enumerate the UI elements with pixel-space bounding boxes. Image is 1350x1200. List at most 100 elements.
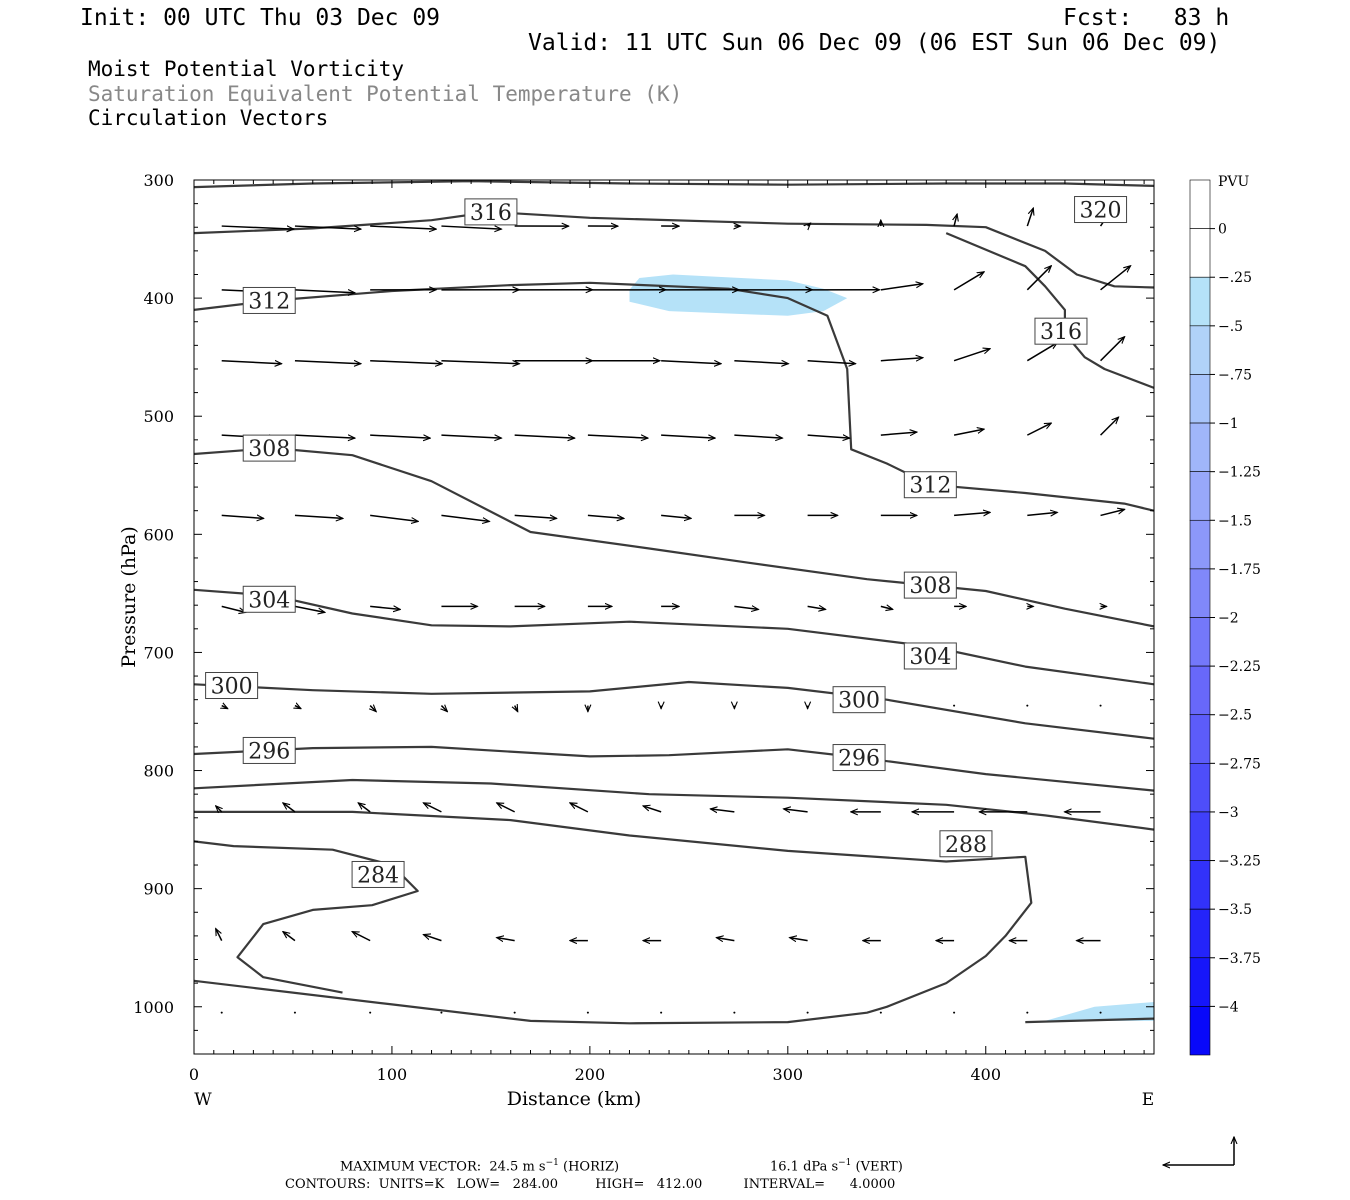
circulation-vector [497, 938, 515, 941]
contour-label-text: 296 [248, 739, 290, 764]
contour-label-text: 300 [211, 675, 253, 700]
circulation-vector [294, 290, 355, 293]
circulation-vector [441, 361, 519, 364]
thetae-contour-292 [194, 778, 1154, 831]
thetae-contour-312 [194, 281, 1154, 512]
contour-label-308: 308 [242, 434, 296, 462]
vector-calm-dot [879, 1011, 882, 1014]
y-tick-label: 900 [143, 880, 174, 899]
circulation-vector [808, 223, 811, 226]
colorbar-label: −2 [1218, 611, 1239, 627]
circulation-vector [294, 361, 361, 364]
contour-label-text: 312 [248, 289, 290, 314]
y-tick-label: 1000 [133, 998, 174, 1017]
contour-label-320: 320 [1074, 196, 1128, 224]
thetae-contour-304 [194, 588, 1154, 686]
circulation-vector [807, 606, 826, 609]
colorbar-unit: PVU [1218, 174, 1250, 190]
y-tick-label: 600 [143, 525, 174, 544]
circulation-vector [514, 515, 557, 518]
thetae-contour-288 [194, 810, 1033, 1025]
pv-shading-region [629, 274, 848, 316]
circulation-vector [953, 272, 984, 291]
vector-calm-dot [293, 1011, 296, 1014]
colorbar-swatch [1189, 519, 1211, 570]
vector-calm-dot [1099, 704, 1102, 707]
circulation-vector [370, 435, 430, 438]
x-tick-label: 0 [189, 1065, 199, 1084]
circulation-vector [1027, 512, 1057, 515]
colorbar-label: −2.75 [1218, 756, 1261, 772]
colorbar-swatch [1189, 228, 1211, 278]
colorbar-label: −.5 [1218, 319, 1243, 335]
x-end-label-west: W [194, 1090, 212, 1110]
contour-label-text: 304 [909, 645, 951, 670]
circulation-vector [661, 361, 721, 364]
circulation-vector [1026, 208, 1033, 227]
circulation-vector [221, 226, 294, 229]
circulation-vector [880, 358, 923, 361]
colorbar-swatch [1189, 617, 1211, 667]
circulation-vector [370, 706, 376, 712]
colorbar-label: −3.75 [1218, 951, 1261, 967]
vector-calm-dot [586, 1011, 589, 1014]
circulation-vector [1100, 266, 1131, 291]
colorbar-label: −2.25 [1218, 659, 1261, 675]
circulation-vector [1100, 509, 1125, 517]
circulation-vector [1100, 337, 1125, 362]
contour-label-text: 296 [838, 747, 880, 772]
circulation-vector [423, 935, 442, 942]
circulation-vector [953, 349, 990, 362]
contours-note: CONTOURS: UNITS=K LOW= 284.00 HIGH= 412.… [285, 1177, 896, 1192]
field-title-thetaes: Saturation Equivalent Potential Temperat… [88, 82, 683, 106]
circulation-vector [1100, 417, 1119, 436]
y-tick-label: 500 [143, 407, 174, 426]
max-vector-vert-note: 16.1 dPa s−1 (VERT) [770, 1158, 903, 1175]
thetae-contour-300 [194, 680, 1154, 740]
circulation-vector [294, 435, 355, 438]
circulation-vector [587, 435, 648, 438]
contour-label-296: 296 [242, 736, 296, 764]
circulation-vector [514, 435, 575, 438]
colorbar-swatch [1189, 374, 1211, 424]
contour-label-text: 312 [909, 474, 951, 499]
contour-label-text: 308 [909, 574, 951, 599]
vector-calm-dot [440, 1011, 443, 1014]
circulation-vector [222, 706, 228, 710]
circulation-vector [370, 514, 418, 521]
circulation-vector [423, 802, 442, 813]
colorbar-swatch [1189, 860, 1211, 910]
thetae-contour-316 [194, 210, 1154, 289]
colorbar-label: −1.25 [1218, 465, 1261, 481]
vector-calm-dot [1026, 1011, 1029, 1014]
reference-vector-icon [1163, 1137, 1234, 1165]
circulation-vector [880, 432, 917, 435]
thetae-contour-308 [194, 447, 1154, 628]
x-end-label-east: E [1142, 1090, 1154, 1110]
contour-label-text: 320 [1080, 199, 1122, 224]
circulation-vector [953, 429, 984, 436]
circulation-vector [497, 802, 515, 813]
circulation-vector [807, 361, 856, 364]
circulation-vector [221, 605, 246, 612]
contour-label-308: 308 [903, 571, 957, 599]
x-tick-label: 200 [575, 1065, 606, 1084]
colorbar-label: −4 [1218, 999, 1239, 1015]
circulation-vector [358, 803, 371, 813]
field-title-mpv: Moist Potential Vorticity [88, 57, 405, 81]
circulation-vector [370, 606, 400, 609]
circulation-vector [221, 515, 264, 518]
contour-label-312: 312 [903, 471, 957, 499]
circulation-vector [1026, 343, 1057, 362]
thetae-contour-bottom [1025, 1017, 1154, 1024]
y-tick-label: 300 [143, 171, 174, 190]
vector-calm-dot [660, 1011, 663, 1014]
vector-calm-dot [953, 1011, 956, 1014]
circulation-vector [880, 284, 923, 291]
plot-frame [193, 179, 1155, 1055]
contour-label-312: 312 [242, 286, 296, 314]
colorbar-label: −3 [1218, 805, 1239, 821]
pv-shading-region [1045, 1002, 1154, 1021]
forecast-hour: Fcst: 83 h [1063, 5, 1230, 31]
colorbar-label: −1 [1218, 416, 1239, 432]
